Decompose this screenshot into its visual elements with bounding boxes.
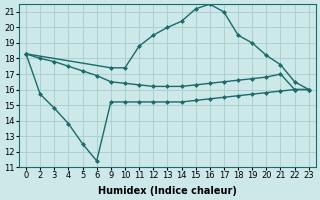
X-axis label: Humidex (Indice chaleur): Humidex (Indice chaleur)	[98, 186, 237, 196]
